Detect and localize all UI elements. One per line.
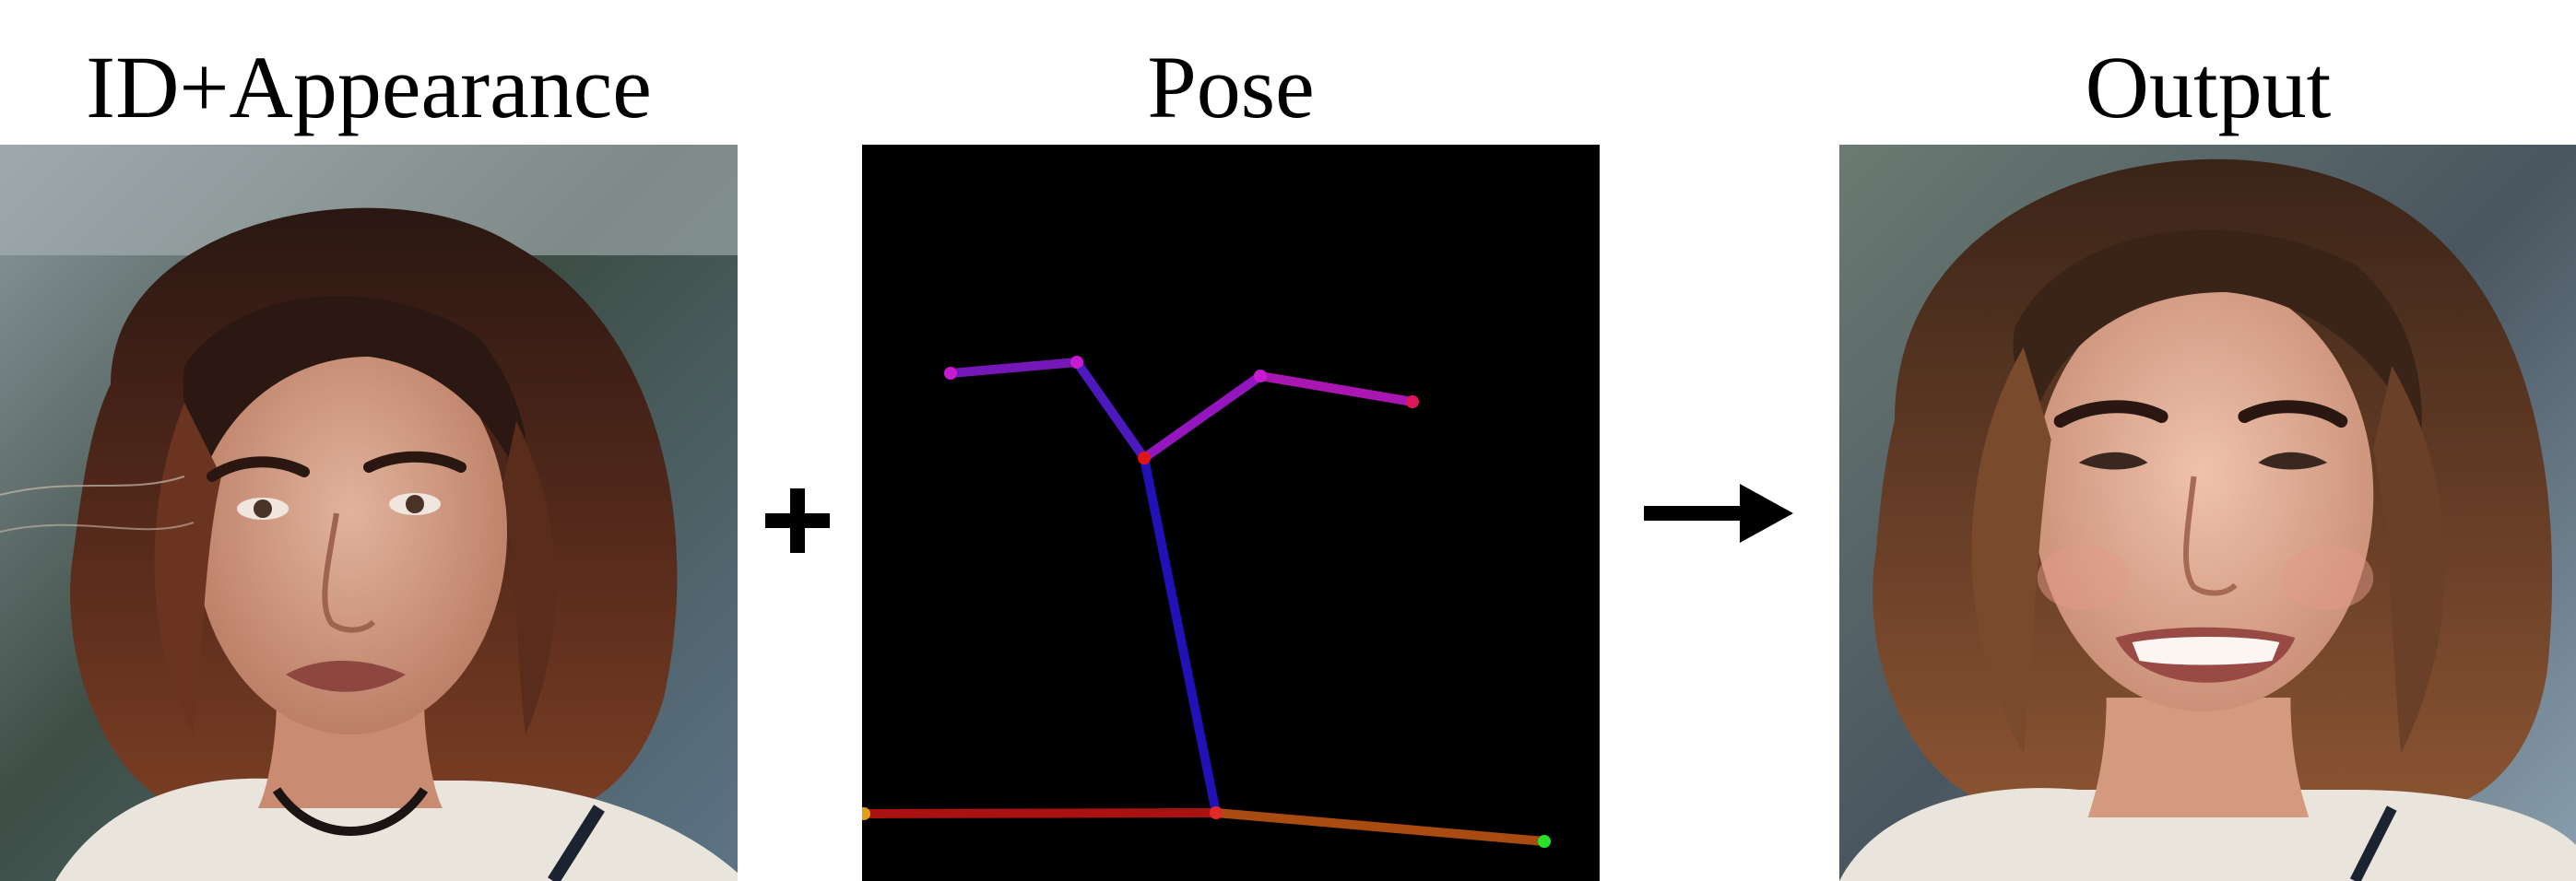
pose-panel xyxy=(862,145,1600,881)
bone-left-eye-outer-left-eye xyxy=(946,358,1081,378)
output-photo xyxy=(1839,145,2576,881)
joint-left-eye-outer xyxy=(944,367,957,380)
plus-icon xyxy=(765,488,830,553)
bone-left-shoulder-neck xyxy=(862,808,1221,818)
input-portrait-illustration xyxy=(0,145,738,881)
output-portrait-illustration xyxy=(1839,145,2576,881)
input-photo xyxy=(0,145,738,881)
joint-left-eye xyxy=(1070,356,1083,369)
joint-neck xyxy=(1210,806,1223,819)
bone-right-eye-right-ear xyxy=(1256,371,1417,406)
bone-nose-right-eye xyxy=(1140,371,1265,463)
bone-left-eye-nose xyxy=(1072,358,1149,463)
bone-nose-neck xyxy=(1140,453,1221,817)
output-label: Output xyxy=(2085,38,2332,136)
input-label: ID+Appearance xyxy=(86,38,652,136)
joint-nose xyxy=(1138,452,1151,464)
pose-label: Pose xyxy=(1147,38,1315,136)
joint-right-shoulder xyxy=(1538,835,1551,848)
joint-right-ear xyxy=(1406,395,1419,408)
pose-skeleton xyxy=(862,356,1551,848)
bone-neck-right-shoulder xyxy=(1211,808,1549,846)
right-arrow-icon xyxy=(1644,484,1793,543)
joint-right-eye xyxy=(1254,370,1267,382)
joint-left-shoulder xyxy=(862,807,870,820)
